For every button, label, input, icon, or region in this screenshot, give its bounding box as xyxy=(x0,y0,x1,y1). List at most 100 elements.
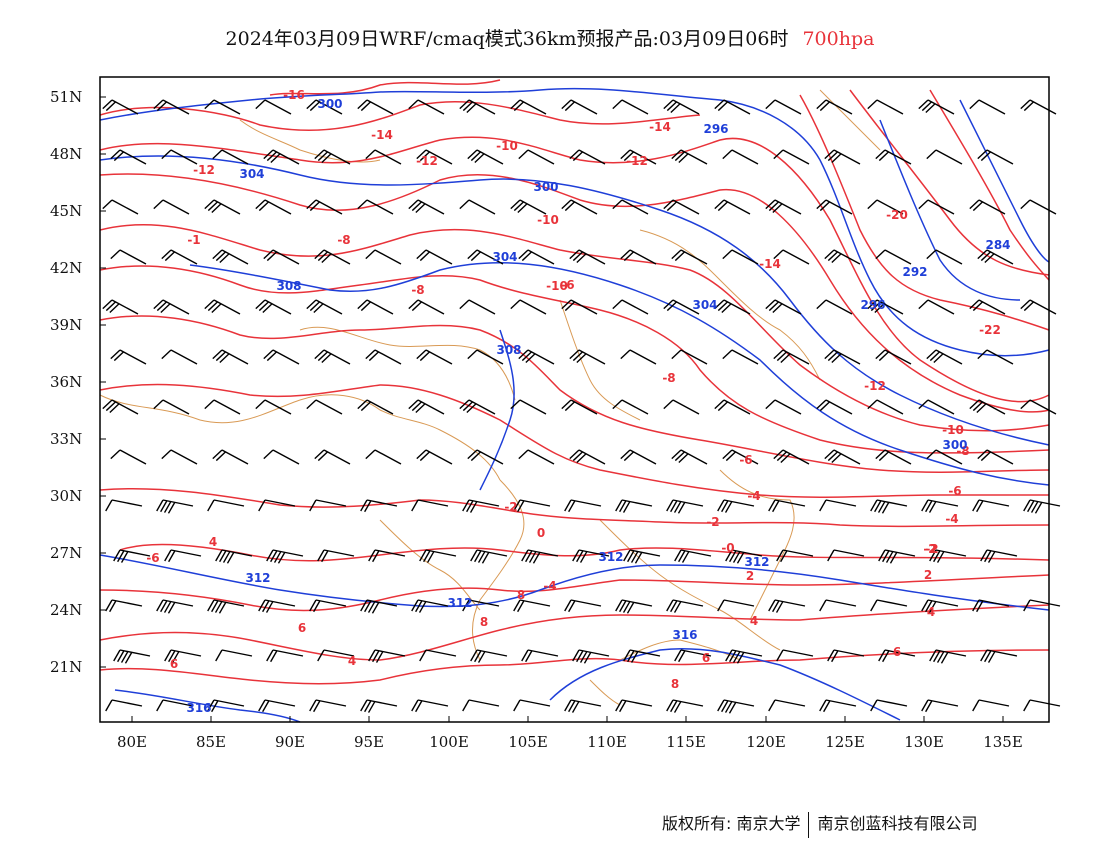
wind-barb xyxy=(102,399,139,415)
wind-barb xyxy=(164,649,202,663)
wind-barb xyxy=(365,249,402,265)
wind-barb xyxy=(926,349,963,365)
wind-barb xyxy=(620,449,657,465)
wind-barb xyxy=(969,299,1006,315)
temperature-isotherm xyxy=(269,79,501,96)
wind-barb xyxy=(467,149,504,165)
wind-barb xyxy=(564,499,602,513)
temperature-label: 2 xyxy=(924,568,932,582)
wind-barb xyxy=(824,449,861,465)
x-tick-label: 90E xyxy=(274,733,306,751)
wind-barb xyxy=(972,699,1010,712)
temperature-label: 8 xyxy=(671,677,679,691)
wind-barb xyxy=(102,299,139,315)
temperature-label: -10 xyxy=(537,213,559,227)
wind-barb xyxy=(674,649,712,663)
wind-barb xyxy=(113,649,151,664)
wind-barb xyxy=(1023,499,1061,514)
wind-barb xyxy=(408,199,445,215)
wind-barb xyxy=(1020,199,1057,215)
wind-barb xyxy=(266,549,304,564)
wind-barb xyxy=(569,249,606,265)
wind-barb xyxy=(161,249,198,265)
wind-barb xyxy=(416,449,453,465)
wind-barb xyxy=(569,349,606,365)
height-label: 312 xyxy=(447,596,472,610)
wind-barb xyxy=(717,599,755,612)
wind-barb xyxy=(416,249,453,265)
wind-barb xyxy=(870,699,908,712)
height-label: 292 xyxy=(902,265,927,279)
wind-barb xyxy=(521,549,559,564)
temperature-label: -1 xyxy=(187,233,200,247)
wind-barb xyxy=(255,199,292,215)
wind-barb xyxy=(776,549,814,563)
wind-barb xyxy=(255,299,292,315)
wind-barb xyxy=(671,349,708,365)
boundary-line xyxy=(472,479,525,661)
boundary-line xyxy=(299,326,516,401)
temperature-label: -12 xyxy=(416,154,438,168)
wind-barb xyxy=(615,699,653,713)
wind-barb xyxy=(110,149,147,165)
wind-barb xyxy=(215,649,253,662)
wind-barb xyxy=(561,399,598,415)
temperature-isotherm xyxy=(99,100,701,132)
wind-barb xyxy=(153,399,190,415)
map-frame xyxy=(99,76,1050,723)
temperature-label: -6 xyxy=(948,484,961,498)
wind-barb xyxy=(878,549,916,564)
height-label: 300 xyxy=(317,97,342,111)
contour-labels: -16 -14 -14 -12 -12 -10 -12 -10 -8 -1 -10 -8 -6 -14 -2… xyxy=(146,88,1010,715)
temperature-isotherm xyxy=(99,649,1050,685)
wind-barb xyxy=(204,299,241,315)
temperature-isotherm xyxy=(99,487,1050,528)
wind-barb xyxy=(569,149,606,165)
wind-barb xyxy=(615,499,653,513)
height-label: 300 xyxy=(533,180,558,194)
y-tick-label: 30N xyxy=(50,487,83,505)
wind-barb xyxy=(161,149,198,165)
footer-left: 版权所有: 南京大学 xyxy=(662,814,801,833)
wind-barb xyxy=(467,449,504,465)
wind-barb xyxy=(212,449,249,465)
wind-barb xyxy=(263,449,300,465)
temperature-label: 6 xyxy=(702,651,710,665)
wind-barb xyxy=(824,149,861,165)
wind-barb xyxy=(360,499,398,513)
wind-barb xyxy=(564,699,602,713)
wind-barb xyxy=(569,449,606,465)
boundary-line xyxy=(589,679,621,706)
temperature-label: -16 xyxy=(283,88,305,102)
temperature-label: -2 xyxy=(706,515,719,529)
wind-barb xyxy=(765,299,802,315)
height-label: 284 xyxy=(985,238,1010,252)
wind-barb xyxy=(212,249,249,265)
wind-barb xyxy=(408,399,445,415)
wind-barb xyxy=(204,399,241,415)
temperature-label: -2 xyxy=(923,542,936,556)
wind-barb xyxy=(671,449,708,465)
wind-barb xyxy=(365,449,402,465)
wind-barb xyxy=(765,399,802,415)
temperature-label: -0 xyxy=(721,541,734,555)
x-tick-label: 80E xyxy=(116,733,148,751)
wind-barb xyxy=(972,499,1010,513)
y-tick-label: 24N xyxy=(50,601,83,619)
wind-barb xyxy=(416,349,453,365)
temperature-label: -6 xyxy=(561,278,574,292)
temperature-label: -4 xyxy=(747,489,760,503)
wind-barb xyxy=(263,249,300,265)
height-label: 316 xyxy=(186,701,211,715)
boundary-line xyxy=(619,639,741,661)
wind-barb xyxy=(561,99,598,115)
wind-barb xyxy=(827,549,865,562)
temperature-label: 0 xyxy=(537,526,545,540)
wind-barb xyxy=(513,499,551,513)
height-isoline xyxy=(549,647,901,721)
wind-barb xyxy=(773,249,810,265)
wind-barb xyxy=(357,399,394,415)
wind-barb xyxy=(357,99,394,115)
temperature-isotherm xyxy=(929,89,1050,281)
wind-barb xyxy=(867,199,904,215)
